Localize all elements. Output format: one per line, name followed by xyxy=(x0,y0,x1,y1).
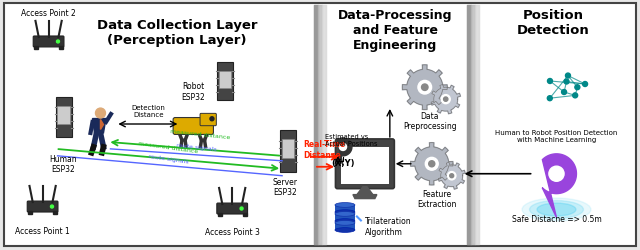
FancyBboxPatch shape xyxy=(4,4,636,246)
Polygon shape xyxy=(93,119,106,134)
Text: Human
ESP32: Human ESP32 xyxy=(50,154,77,174)
Text: Data-Processing
and Feature
Engineering: Data-Processing and Feature Engineering xyxy=(338,8,452,52)
Ellipse shape xyxy=(335,220,355,225)
Text: Access Point 3: Access Point 3 xyxy=(205,228,260,236)
Polygon shape xyxy=(34,47,38,50)
FancyBboxPatch shape xyxy=(280,130,296,172)
Text: Trilateration
Algorithm: Trilateration Algorithm xyxy=(365,216,412,236)
Circle shape xyxy=(441,95,451,104)
Text: Data
Preprocessing: Data Preprocessing xyxy=(403,112,456,131)
Circle shape xyxy=(51,205,54,208)
FancyBboxPatch shape xyxy=(341,148,388,184)
Circle shape xyxy=(418,81,431,95)
Circle shape xyxy=(575,86,580,90)
FancyBboxPatch shape xyxy=(335,139,394,189)
Text: Access Point 1: Access Point 1 xyxy=(15,226,70,235)
Text: Human to Robot Position Detection
with Machine Learning: Human to Robot Position Detection with M… xyxy=(495,130,618,142)
Text: Position
Detection: Position Detection xyxy=(516,8,589,36)
Circle shape xyxy=(450,174,454,178)
Ellipse shape xyxy=(335,212,355,216)
Polygon shape xyxy=(431,85,460,114)
FancyBboxPatch shape xyxy=(200,114,216,126)
Polygon shape xyxy=(403,66,447,110)
Circle shape xyxy=(95,109,106,118)
Ellipse shape xyxy=(335,203,355,207)
Polygon shape xyxy=(542,154,577,218)
Ellipse shape xyxy=(522,198,591,221)
Text: measured distance: measured distance xyxy=(138,141,198,154)
Circle shape xyxy=(573,94,578,98)
Circle shape xyxy=(582,82,588,87)
Circle shape xyxy=(240,207,243,210)
Text: Robot
ESP32: Robot ESP32 xyxy=(181,82,205,101)
Polygon shape xyxy=(100,120,104,130)
Ellipse shape xyxy=(335,210,355,215)
Text: (X,Y): (X,Y) xyxy=(332,158,355,167)
Polygon shape xyxy=(28,211,32,214)
FancyBboxPatch shape xyxy=(28,201,58,212)
Circle shape xyxy=(339,144,346,151)
Circle shape xyxy=(447,172,456,180)
Text: route signals: route signals xyxy=(176,142,217,151)
Text: route signals: route signals xyxy=(148,154,189,164)
Circle shape xyxy=(422,85,428,91)
FancyBboxPatch shape xyxy=(217,203,248,214)
Circle shape xyxy=(210,117,214,121)
FancyBboxPatch shape xyxy=(335,214,355,221)
Circle shape xyxy=(444,98,448,102)
Text: Feature
Extraction: Feature Extraction xyxy=(417,189,456,208)
FancyBboxPatch shape xyxy=(58,107,70,124)
FancyBboxPatch shape xyxy=(173,118,213,135)
Ellipse shape xyxy=(529,201,584,218)
Circle shape xyxy=(56,41,60,44)
FancyBboxPatch shape xyxy=(217,63,233,101)
FancyBboxPatch shape xyxy=(335,223,355,230)
Polygon shape xyxy=(353,195,377,199)
Circle shape xyxy=(566,74,570,79)
FancyBboxPatch shape xyxy=(282,140,294,159)
Circle shape xyxy=(547,79,552,84)
FancyBboxPatch shape xyxy=(56,98,72,138)
Polygon shape xyxy=(243,213,246,216)
FancyBboxPatch shape xyxy=(335,205,355,212)
Ellipse shape xyxy=(537,203,576,216)
Polygon shape xyxy=(357,187,373,195)
Ellipse shape xyxy=(335,219,355,224)
Text: Safe Distacne => 0.5m: Safe Distacne => 0.5m xyxy=(511,214,602,222)
Polygon shape xyxy=(53,211,57,214)
Polygon shape xyxy=(337,138,352,165)
Text: Server
ESP32: Server ESP32 xyxy=(273,177,298,196)
Polygon shape xyxy=(218,213,222,216)
Ellipse shape xyxy=(335,228,355,232)
Circle shape xyxy=(547,96,552,101)
FancyBboxPatch shape xyxy=(219,72,231,88)
Polygon shape xyxy=(438,163,465,190)
FancyBboxPatch shape xyxy=(33,37,64,48)
Text: measured distance: measured distance xyxy=(170,128,230,139)
Text: Real-Time
Distance: Real-Time Distance xyxy=(303,140,345,159)
Circle shape xyxy=(429,161,435,167)
Text: Estimated vs
Actual Positions: Estimated vs Actual Positions xyxy=(325,134,378,146)
Text: Access Point 2: Access Point 2 xyxy=(21,8,76,18)
Text: Detection
Distance: Detection Distance xyxy=(131,104,165,118)
Polygon shape xyxy=(59,47,63,50)
Polygon shape xyxy=(410,143,453,185)
Circle shape xyxy=(426,158,438,170)
Circle shape xyxy=(549,166,564,182)
Text: Data Collection Layer
(Perception Layer): Data Collection Layer (Perception Layer) xyxy=(97,18,257,46)
Circle shape xyxy=(564,80,569,85)
Circle shape xyxy=(561,90,566,95)
